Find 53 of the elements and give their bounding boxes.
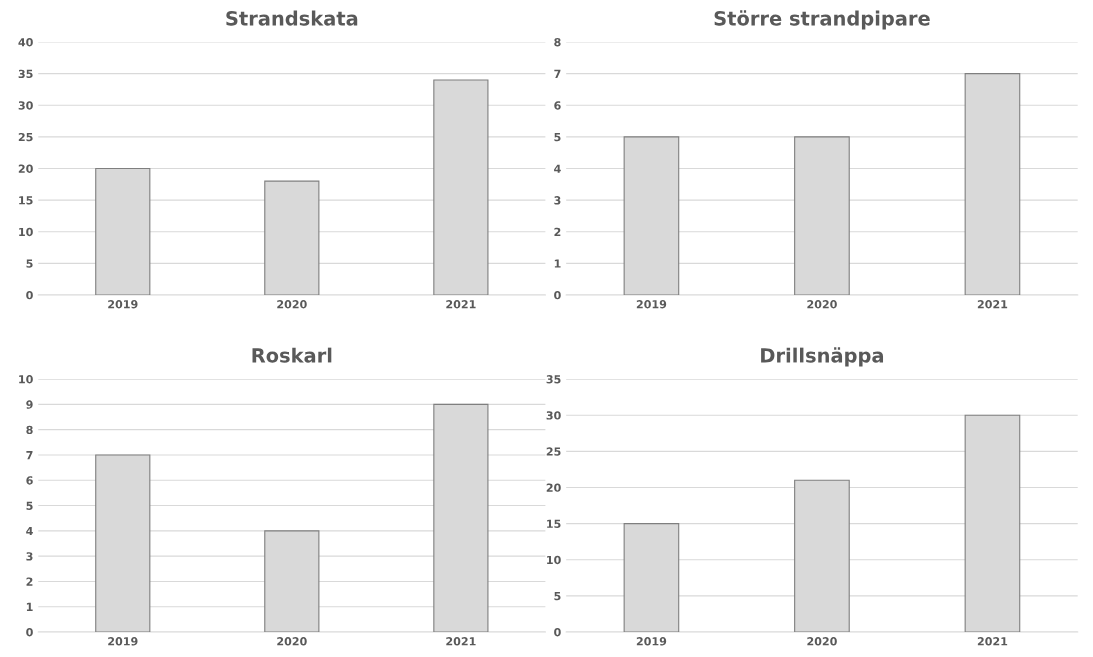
x-tick-label: 2020 [807, 300, 837, 309]
y-tick-label: 20 [18, 164, 33, 173]
x-tick-label: 2019 [636, 300, 667, 309]
x-tick-label: 2021 [446, 637, 476, 646]
y-tick-label: 0 [554, 290, 561, 300]
y-tick-label: 35 [18, 69, 33, 79]
x-tick-label: 2020 [277, 300, 307, 309]
y-tick-label: 30 [546, 411, 561, 420]
y-tick-label: 7 [554, 69, 561, 78]
y-tick-label: 10 [547, 555, 561, 565]
y-tick-label: 35 [546, 375, 561, 384]
y-tick-label: 15 [547, 519, 561, 529]
y-tick-label: 5 [26, 259, 33, 268]
y-tick-label: 7 [26, 451, 33, 460]
y-tick-label: 25 [546, 447, 561, 456]
y-tick-label: 15 [19, 196, 33, 205]
x-tick-label: 2019 [636, 637, 667, 646]
chart-title: Roskarl [252, 347, 332, 363]
y-tick-label: 6 [26, 476, 33, 485]
x-tick-label: 2019 [108, 637, 138, 646]
chart-title: Strandskata [226, 10, 358, 26]
y-tick-label: 1 [554, 259, 561, 268]
y-tick-label: 0 [26, 628, 33, 637]
y-tick-label: 0 [554, 628, 561, 637]
y-tick-label: 4 [26, 526, 33, 536]
y-tick-label: 8 [26, 425, 33, 435]
y-tick-label: 3 [26, 552, 33, 561]
y-tick-label: 2 [554, 227, 561, 236]
y-tick-label: 40 [18, 38, 33, 47]
chart-title: Drillsnäppa [761, 347, 884, 367]
x-tick-label: 2021 [977, 637, 1008, 646]
y-tick-label: 5 [554, 133, 561, 142]
y-tick-label: 8 [554, 38, 561, 47]
y-tick-label: 4 [554, 164, 561, 173]
y-tick-label: 0 [26, 290, 33, 300]
y-tick-label: 10 [19, 227, 33, 237]
y-tick-label: 10 [19, 375, 33, 384]
y-tick-label: 6 [554, 101, 561, 110]
y-tick-label: 5 [26, 501, 33, 510]
x-tick-label: 2019 [108, 300, 138, 309]
y-tick-label: 30 [18, 101, 33, 110]
x-tick-label: 2020 [807, 637, 837, 646]
chart-title: Större strandpipare [714, 10, 930, 30]
x-tick-label: 2020 [277, 637, 307, 646]
x-tick-label: 2021 [977, 300, 1008, 309]
y-tick-label: 1 [26, 602, 33, 611]
y-tick-label: 2 [26, 577, 33, 586]
y-tick-label: 20 [546, 483, 561, 492]
x-tick-label: 2021 [446, 300, 476, 309]
y-tick-label: 9 [26, 400, 33, 409]
y-tick-label: 3 [554, 196, 561, 205]
y-tick-label: 25 [18, 132, 33, 142]
y-tick-label: 5 [554, 592, 561, 601]
